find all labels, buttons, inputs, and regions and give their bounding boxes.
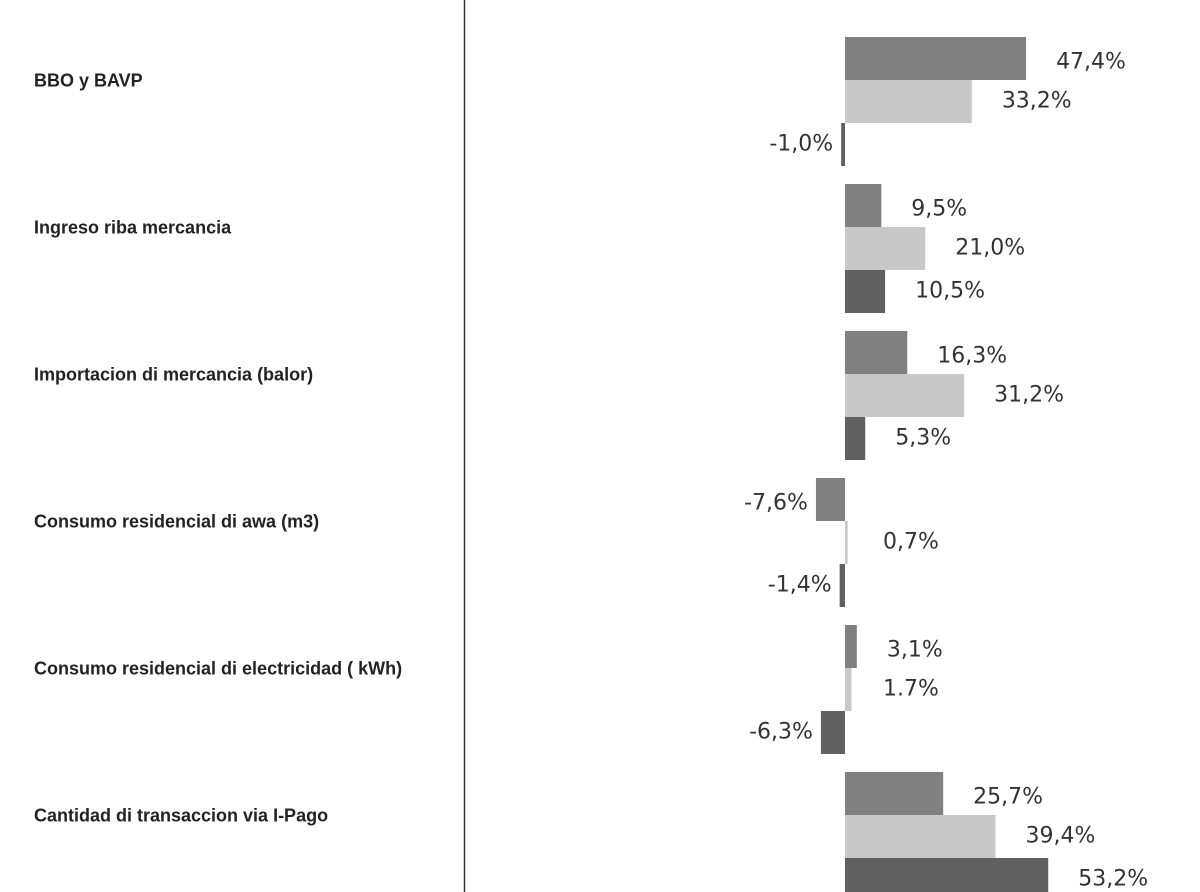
bar — [845, 37, 1027, 80]
bar — [839, 564, 845, 607]
value-label: -1,0% — [769, 132, 833, 157]
bar — [820, 711, 845, 754]
bar — [845, 227, 926, 270]
value-label: -1,4% — [768, 573, 832, 598]
bar — [845, 772, 944, 815]
bar — [845, 815, 996, 858]
bar — [845, 625, 857, 668]
value-label: 0,7% — [883, 530, 939, 555]
value-label: 10,5% — [915, 279, 985, 304]
bar — [845, 417, 866, 460]
value-label: -6,3% — [749, 720, 813, 745]
value-label: 21,0% — [955, 236, 1025, 261]
bar — [845, 858, 1049, 892]
bar — [845, 374, 965, 417]
category-label: Consumo residencial di electricidad ( kW… — [34, 658, 402, 678]
category-label: Importacion di mercancia (balor) — [34, 364, 313, 384]
category-label: Ingreso riba mercancia — [34, 217, 232, 237]
bar — [845, 668, 852, 711]
value-label: 1.7% — [883, 677, 939, 702]
bar — [845, 270, 886, 313]
value-label: 47,4% — [1056, 50, 1126, 75]
category-label: Consumo residencial di awa (m3) — [34, 511, 319, 531]
value-label: 31,2% — [994, 383, 1064, 408]
bar — [845, 184, 882, 227]
value-label: 9,5% — [911, 197, 967, 222]
value-label: 3,1% — [887, 638, 943, 663]
value-label: 39,4% — [1026, 824, 1096, 849]
value-label: -7,6% — [744, 491, 808, 516]
value-label: 5,3% — [895, 426, 951, 451]
value-label: 25,7% — [973, 785, 1043, 810]
value-label: 53,2% — [1078, 867, 1148, 892]
bar — [841, 123, 845, 166]
bar — [845, 80, 972, 123]
value-label: 33,2% — [1002, 89, 1072, 114]
bar — [815, 478, 845, 521]
category-label: Cantidad di transaccion via I-Pago — [34, 805, 328, 825]
category-label: BBO y BAVP — [34, 70, 143, 90]
value-label: 16,3% — [937, 344, 1007, 369]
bar — [845, 331, 908, 374]
bar — [845, 521, 848, 564]
